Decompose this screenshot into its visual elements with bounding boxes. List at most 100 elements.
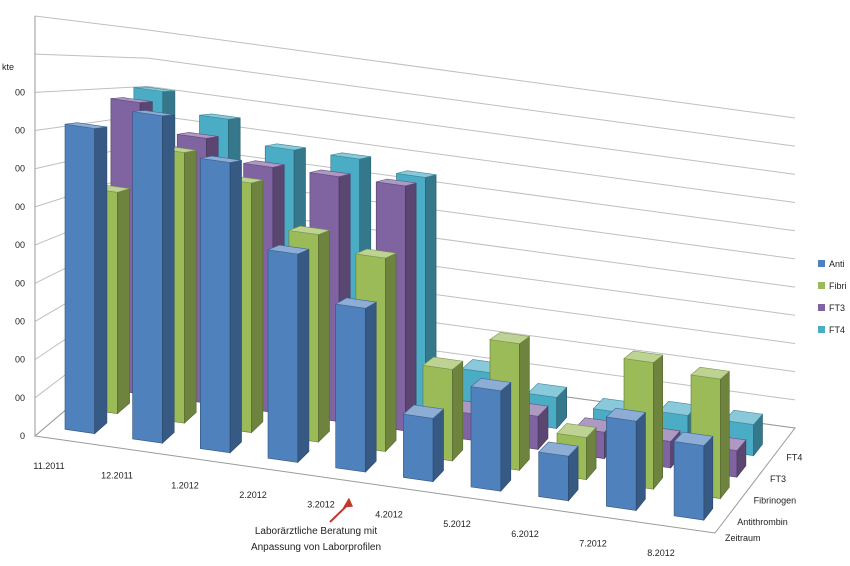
bar-top-face bbox=[538, 441, 579, 457]
bar-side-face bbox=[720, 370, 730, 500]
bar-front-face bbox=[335, 303, 366, 473]
x-tick-label-8.2012: 8.2012 bbox=[647, 548, 675, 558]
x-tick-label-6.2012: 6.2012 bbox=[511, 529, 539, 539]
bar-top-face bbox=[243, 160, 285, 168]
bar-front-face bbox=[132, 111, 163, 444]
gridline-back-7 bbox=[147, 142, 796, 232]
bar-side-face bbox=[117, 188, 130, 415]
x-tick-label-11.2011: 11.2011 bbox=[33, 461, 64, 471]
y-tick-label-6: 00 bbox=[15, 202, 25, 212]
legend-swatch-antithrombin bbox=[818, 260, 825, 267]
bar-front-face bbox=[403, 413, 434, 482]
bar-side-face bbox=[500, 381, 512, 492]
y-tick-label-8: 00 bbox=[15, 126, 25, 136]
x-tick-label-2.2012: 2.2012 bbox=[239, 490, 267, 500]
y-tick-label-7: 00 bbox=[15, 164, 25, 174]
x-tick-label-12.2011: 12.2011 bbox=[101, 471, 133, 481]
bar-antithrombin-6.2012 bbox=[538, 441, 579, 502]
bar-antithrombin-11.2011 bbox=[64, 122, 108, 435]
bar-top-face bbox=[470, 377, 512, 392]
bar-antithrombin-2.2012 bbox=[266, 244, 311, 464]
gridline-back-8 bbox=[147, 114, 796, 204]
bar-top-face bbox=[64, 122, 107, 129]
y-tick-label-1: 00 bbox=[15, 393, 25, 403]
bar-antithrombin-8.2012 bbox=[673, 431, 714, 521]
legend-swatch-ft4 bbox=[818, 326, 825, 333]
bar-side-face bbox=[703, 435, 714, 521]
depth-label-zeitraum: Zeitraum bbox=[725, 533, 761, 543]
legend-label-antithrombin: Anti bbox=[829, 259, 845, 269]
bar-antithrombin-12.2011 bbox=[132, 110, 175, 444]
bar-top-face bbox=[133, 86, 175, 92]
bar-top-face bbox=[623, 350, 664, 363]
annotation-arrow-head bbox=[343, 497, 353, 508]
y-tick-label-3: 00 bbox=[15, 316, 25, 326]
bar-front-face bbox=[200, 157, 231, 454]
x-tick-label-3.2012: 3.2012 bbox=[307, 500, 335, 510]
bar-side-face bbox=[635, 411, 646, 512]
gridline-back-10 bbox=[147, 57, 796, 147]
bar-top-face bbox=[177, 132, 219, 139]
bar-top-face bbox=[200, 155, 242, 163]
bar-front-face bbox=[606, 416, 637, 511]
depth-label-antithrombin: Antithrombin bbox=[737, 517, 788, 527]
x-tick-label-7.2012: 7.2012 bbox=[579, 538, 607, 548]
gridline-side-10 bbox=[34, 53, 149, 59]
bar-top-face bbox=[402, 404, 445, 419]
depth-label-ft3: FT3 bbox=[770, 474, 786, 484]
bar-top-face bbox=[527, 383, 568, 398]
bar-antithrombin-4.2012 bbox=[402, 404, 445, 483]
bar-front-face bbox=[267, 249, 299, 463]
bar-top-face bbox=[489, 332, 531, 345]
legend-swatch-ft3 bbox=[818, 304, 825, 311]
x-tick-label-4.2012: 4.2012 bbox=[375, 509, 403, 519]
bar-side-face bbox=[297, 248, 310, 464]
gridline-side-9 bbox=[34, 85, 149, 93]
bar-side-face bbox=[162, 114, 175, 444]
bar-top-face bbox=[354, 248, 398, 259]
bar-side-face bbox=[653, 354, 664, 491]
bar-top-face bbox=[334, 297, 378, 309]
y-axis-title: kte bbox=[2, 62, 14, 72]
legend-label-ft4: FT4 bbox=[829, 325, 845, 335]
bar-antithrombin-1.2012 bbox=[200, 155, 242, 454]
bar-side-face bbox=[251, 179, 264, 434]
depth-label-fibrinogen: Fibrinogen bbox=[754, 495, 797, 505]
y-tick-label-2: 00 bbox=[15, 355, 25, 365]
bar-top-face bbox=[199, 113, 241, 120]
x-tick-label-5.2012: 5.2012 bbox=[443, 519, 471, 529]
legend-label-fibrinogen: Fibri bbox=[829, 281, 847, 291]
depth-label-ft4: FT4 bbox=[786, 452, 802, 462]
bar-side-face bbox=[365, 301, 377, 473]
depth-axis: Zeitraum Antithrombin Fibrinogen FT3 FT4 bbox=[725, 452, 802, 543]
y-tick-label-9: 00 bbox=[15, 87, 25, 97]
bar-top-face bbox=[287, 225, 331, 235]
bar-top-face bbox=[330, 152, 371, 160]
bar-top-face bbox=[376, 178, 417, 187]
x-tick-label-1.2012: 1.2012 bbox=[171, 480, 199, 490]
bar-top-face bbox=[110, 97, 153, 103]
bar-front-face bbox=[538, 451, 569, 502]
annotation-line-2: Anpassung von Laborprofilen bbox=[251, 542, 381, 553]
bar-side-face bbox=[229, 159, 242, 454]
bar-front-face bbox=[64, 123, 95, 434]
bar-top-face bbox=[690, 366, 730, 380]
legend-swatch-fibrinogen bbox=[818, 282, 825, 289]
y-tick-label-4: 00 bbox=[15, 278, 25, 288]
gridline-side-11 bbox=[34, 15, 149, 31]
bar-side-face bbox=[452, 360, 464, 462]
bar-top-face bbox=[422, 356, 464, 370]
bar-top-face bbox=[396, 170, 437, 178]
bar-side-face bbox=[519, 335, 530, 472]
bar-top-face bbox=[724, 409, 764, 425]
annotation-line-1: Laborärztliche Beratung mit bbox=[255, 526, 378, 537]
annotation: Laborärztliche Beratung mit Anpassung vo… bbox=[251, 497, 381, 553]
gridline-back-11 bbox=[147, 29, 796, 119]
bar-antithrombin-3.2012 bbox=[334, 297, 378, 473]
bar-antithrombin-7.2012 bbox=[605, 407, 647, 512]
y-tick-label-0: 0 bbox=[20, 431, 25, 441]
bar-side-face bbox=[318, 229, 330, 443]
bar-top-face bbox=[309, 169, 351, 178]
bar-top-face bbox=[556, 423, 597, 438]
